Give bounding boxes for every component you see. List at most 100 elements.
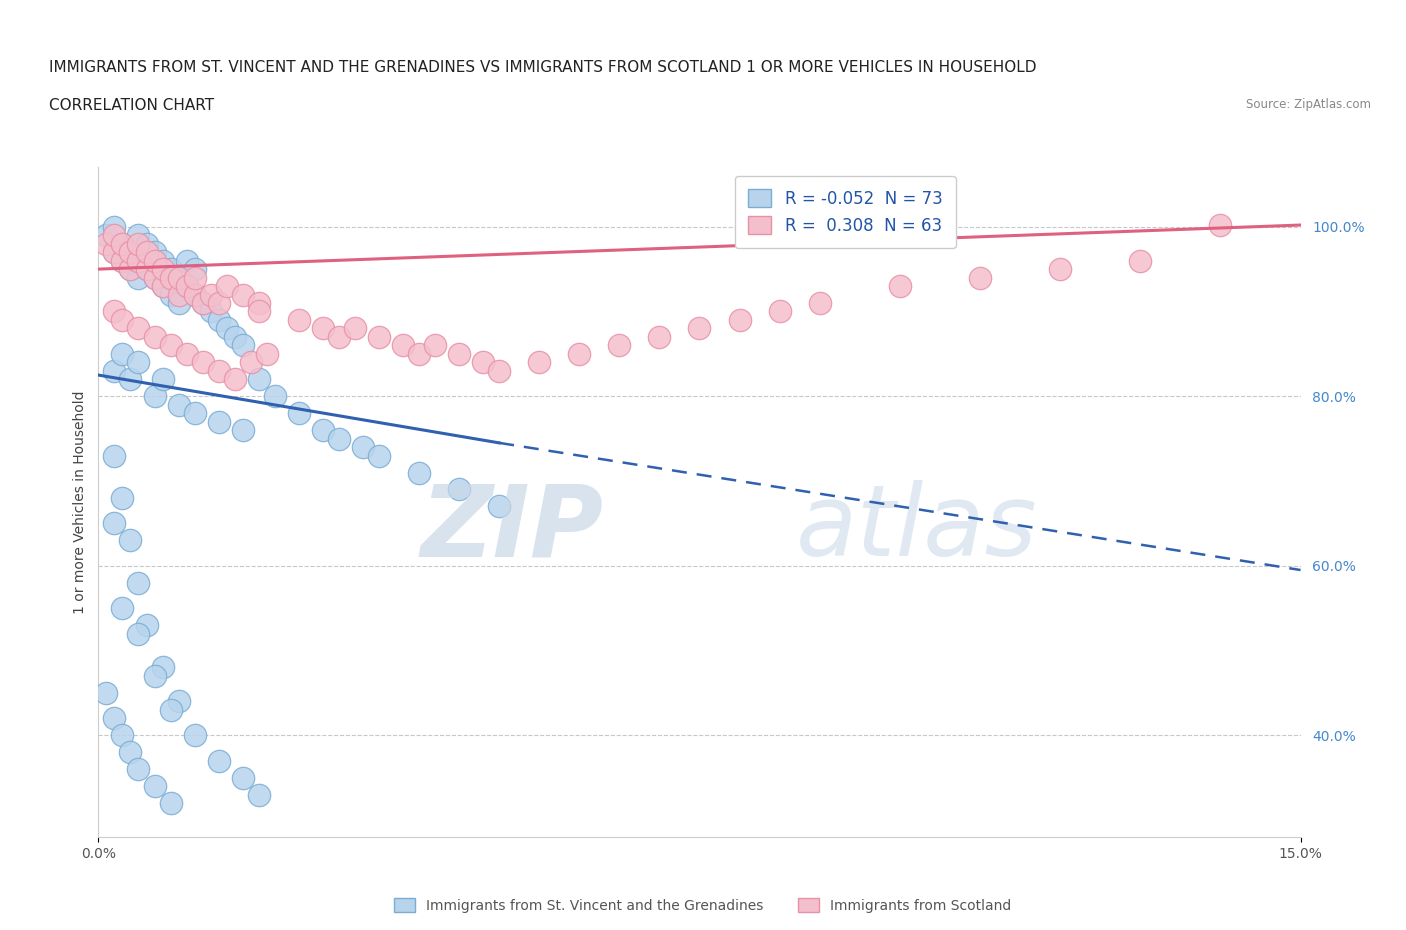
- Point: [256, 347, 278, 362]
- Point: [208, 753, 231, 768]
- Point: [152, 372, 174, 387]
- Point: [176, 253, 198, 268]
- Text: Source: ZipAtlas.com: Source: ZipAtlas.com: [1246, 98, 1371, 111]
- Point: [103, 711, 125, 725]
- Point: [208, 296, 231, 311]
- Point: [167, 296, 190, 311]
- Point: [1049, 261, 1071, 276]
- Point: [152, 253, 174, 268]
- Point: [167, 287, 190, 302]
- Point: [128, 762, 150, 777]
- Point: [208, 364, 231, 379]
- Point: [111, 253, 134, 268]
- Point: [167, 694, 190, 709]
- Point: [488, 499, 510, 514]
- Point: [128, 270, 150, 285]
- Point: [120, 745, 142, 760]
- Point: [103, 245, 125, 259]
- Point: [143, 329, 166, 344]
- Point: [200, 304, 222, 319]
- Point: [96, 236, 118, 251]
- Point: [472, 355, 495, 370]
- Point: [111, 490, 134, 505]
- Point: [103, 219, 125, 234]
- Point: [103, 364, 125, 379]
- Point: [128, 253, 150, 268]
- Point: [609, 338, 631, 352]
- Text: ZIP: ZIP: [420, 481, 603, 578]
- Point: [167, 270, 190, 285]
- Point: [111, 601, 134, 616]
- Point: [135, 618, 157, 632]
- Point: [111, 347, 134, 362]
- Point: [447, 347, 470, 362]
- Point: [135, 261, 157, 276]
- Point: [288, 405, 311, 420]
- Point: [183, 261, 205, 276]
- Point: [224, 329, 246, 344]
- Point: [224, 372, 246, 387]
- Point: [152, 279, 174, 294]
- Point: [529, 355, 551, 370]
- Text: CORRELATION CHART: CORRELATION CHART: [49, 98, 214, 113]
- Point: [159, 702, 181, 717]
- Point: [159, 338, 181, 352]
- Point: [120, 245, 142, 259]
- Point: [103, 228, 125, 243]
- Point: [135, 236, 157, 251]
- Point: [111, 236, 134, 251]
- Point: [167, 397, 190, 412]
- Point: [808, 296, 831, 311]
- Point: [232, 287, 254, 302]
- Point: [152, 261, 174, 276]
- Legend: Immigrants from St. Vincent and the Grenadines, Immigrants from Scotland: Immigrants from St. Vincent and the Gren…: [389, 893, 1017, 919]
- Point: [200, 287, 222, 302]
- Point: [423, 338, 446, 352]
- Point: [143, 669, 166, 684]
- Point: [135, 245, 157, 259]
- Point: [152, 660, 174, 675]
- Point: [183, 728, 205, 743]
- Point: [176, 279, 198, 294]
- Point: [176, 347, 198, 362]
- Point: [969, 270, 991, 285]
- Point: [247, 296, 270, 311]
- Point: [343, 321, 366, 336]
- Point: [183, 405, 205, 420]
- Legend: R = -0.052  N = 73, R =  0.308  N = 63: R = -0.052 N = 73, R = 0.308 N = 63: [734, 176, 956, 248]
- Point: [239, 355, 262, 370]
- Point: [208, 414, 231, 429]
- Point: [247, 304, 270, 319]
- Point: [120, 372, 142, 387]
- Point: [232, 338, 254, 352]
- Point: [128, 236, 150, 251]
- Point: [728, 312, 751, 327]
- Point: [191, 296, 214, 311]
- Point: [689, 321, 711, 336]
- Point: [96, 685, 118, 700]
- Point: [328, 329, 350, 344]
- Point: [143, 270, 166, 285]
- Point: [159, 796, 181, 811]
- Point: [408, 347, 430, 362]
- Point: [392, 338, 415, 352]
- Point: [263, 389, 285, 404]
- Point: [447, 482, 470, 497]
- Point: [128, 355, 150, 370]
- Point: [183, 270, 205, 285]
- Point: [247, 787, 270, 802]
- Point: [120, 261, 142, 276]
- Point: [288, 312, 311, 327]
- Point: [232, 423, 254, 438]
- Point: [208, 312, 231, 327]
- Point: [143, 253, 166, 268]
- Point: [103, 245, 125, 259]
- Point: [143, 389, 166, 404]
- Point: [103, 448, 125, 463]
- Point: [247, 372, 270, 387]
- Point: [120, 261, 142, 276]
- Point: [1209, 218, 1232, 232]
- Point: [103, 304, 125, 319]
- Point: [128, 228, 150, 243]
- Point: [128, 626, 150, 641]
